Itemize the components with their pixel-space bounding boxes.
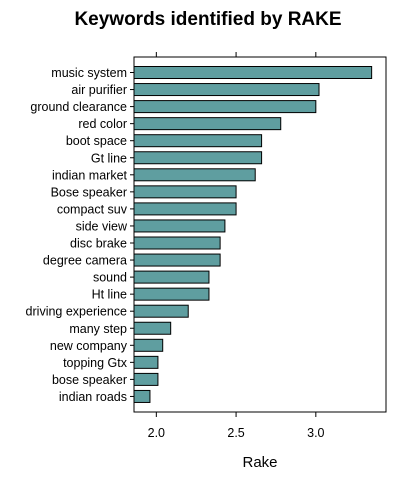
category-label: boot space [66,134,127,148]
category-label: Ht line [92,288,127,302]
category-label: new company [50,339,128,353]
bar-boot-space [133,134,263,148]
bar-topping-gtx [133,355,159,369]
plot-frame [133,56,387,413]
bar-new-company [133,338,164,352]
category-label: music system [51,66,127,80]
category-label: Gt line [91,151,127,165]
category-label: Bose speaker [51,185,127,199]
category-label: air purifier [71,83,127,97]
bar-degree-camera [133,253,221,267]
category-label: bose speaker [52,373,127,387]
bar-indian-roads [133,389,151,403]
category-labels: music system air purifier ground clearance… [26,66,134,404]
bars-layer [133,66,373,403]
bar-many-step [133,321,172,335]
bar-music-system [133,66,373,79]
x-tick-label: 3.0 [307,426,324,440]
bar-driving-experience [133,304,189,318]
bar-disc-brake [133,236,221,250]
category-label: topping Gtx [63,356,128,370]
category-label: many step [69,322,127,336]
bar-indian-market [133,168,256,182]
bar-compact-suv [133,202,237,216]
category-label: sound [93,271,127,285]
x-tick-label: 2.0 [148,426,165,440]
bar-gt-line [133,151,263,165]
bar-ht-line [133,287,210,301]
category-label: indian roads [59,390,127,404]
bar-bose-speaker [133,185,237,199]
category-label: disc brake [70,237,127,251]
bar-side-view [133,219,226,233]
chart-title: Keywords identified by RAKE [74,9,341,30]
category-label: driving experience [26,305,127,319]
x-axis-title: Rake [242,454,277,471]
category-label: ground clearance [30,100,127,114]
category-label: red color [78,117,127,131]
category-label: compact suv [57,202,128,216]
x-tick-label: 2.5 [227,426,244,440]
bar-ground-clearance [133,100,317,114]
bar-bose-speaker [133,372,159,386]
bar-sound [133,270,210,284]
bar-air-purifier [133,83,320,97]
category-label: side view [76,219,128,233]
bar-red-color [133,117,282,131]
x-axis-ticks: 2.0 2.5 3.0 [148,52,325,440]
category-label: degree camera [43,254,127,268]
category-label: indian market [52,168,128,182]
